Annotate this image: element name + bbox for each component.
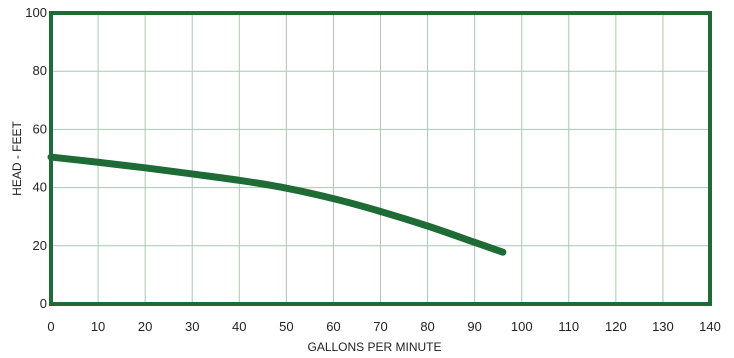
- x-tick-label: 60: [326, 319, 340, 334]
- x-axis-title: GALLONS PER MINUTE: [307, 340, 441, 354]
- x-tick-labels: 0 10 20 30 40 50 60 70 80 90 100 110 120 130 140: [47, 319, 720, 334]
- y-tick-label: 80: [33, 63, 47, 78]
- gridlines: [51, 13, 710, 304]
- plot-frame: [49, 11, 712, 306]
- x-tick-label: 40: [232, 319, 246, 334]
- series-layer: [47, 153, 507, 256]
- y-axis-title: HEAD - FEET: [10, 120, 24, 195]
- x-tick-label: 0: [47, 319, 54, 334]
- y-tick-label: 60: [33, 121, 47, 136]
- y-tick-label: 100: [25, 5, 47, 20]
- x-tick-label: 10: [91, 319, 105, 334]
- x-tick-label: 130: [652, 319, 674, 334]
- pump-curve-line: [47, 153, 507, 256]
- x-tick-label: 70: [373, 319, 387, 334]
- y-tick-labels: 0 20 40 60 80 100: [25, 5, 47, 311]
- y-tick-label: 40: [33, 180, 47, 195]
- x-tick-label: 50: [279, 319, 293, 334]
- x-tick-label: 140: [699, 319, 721, 334]
- x-tick-label: 100: [511, 319, 533, 334]
- x-tick-label: 110: [558, 319, 579, 334]
- x-tick-label: 80: [420, 319, 434, 334]
- x-tick-label: 90: [467, 319, 481, 334]
- x-tick-label: 30: [185, 319, 199, 334]
- y-tick-label: 0: [40, 296, 47, 311]
- x-tick-label: 120: [605, 319, 627, 334]
- y-tick-label: 20: [33, 238, 47, 253]
- x-tick-label: 20: [138, 319, 152, 334]
